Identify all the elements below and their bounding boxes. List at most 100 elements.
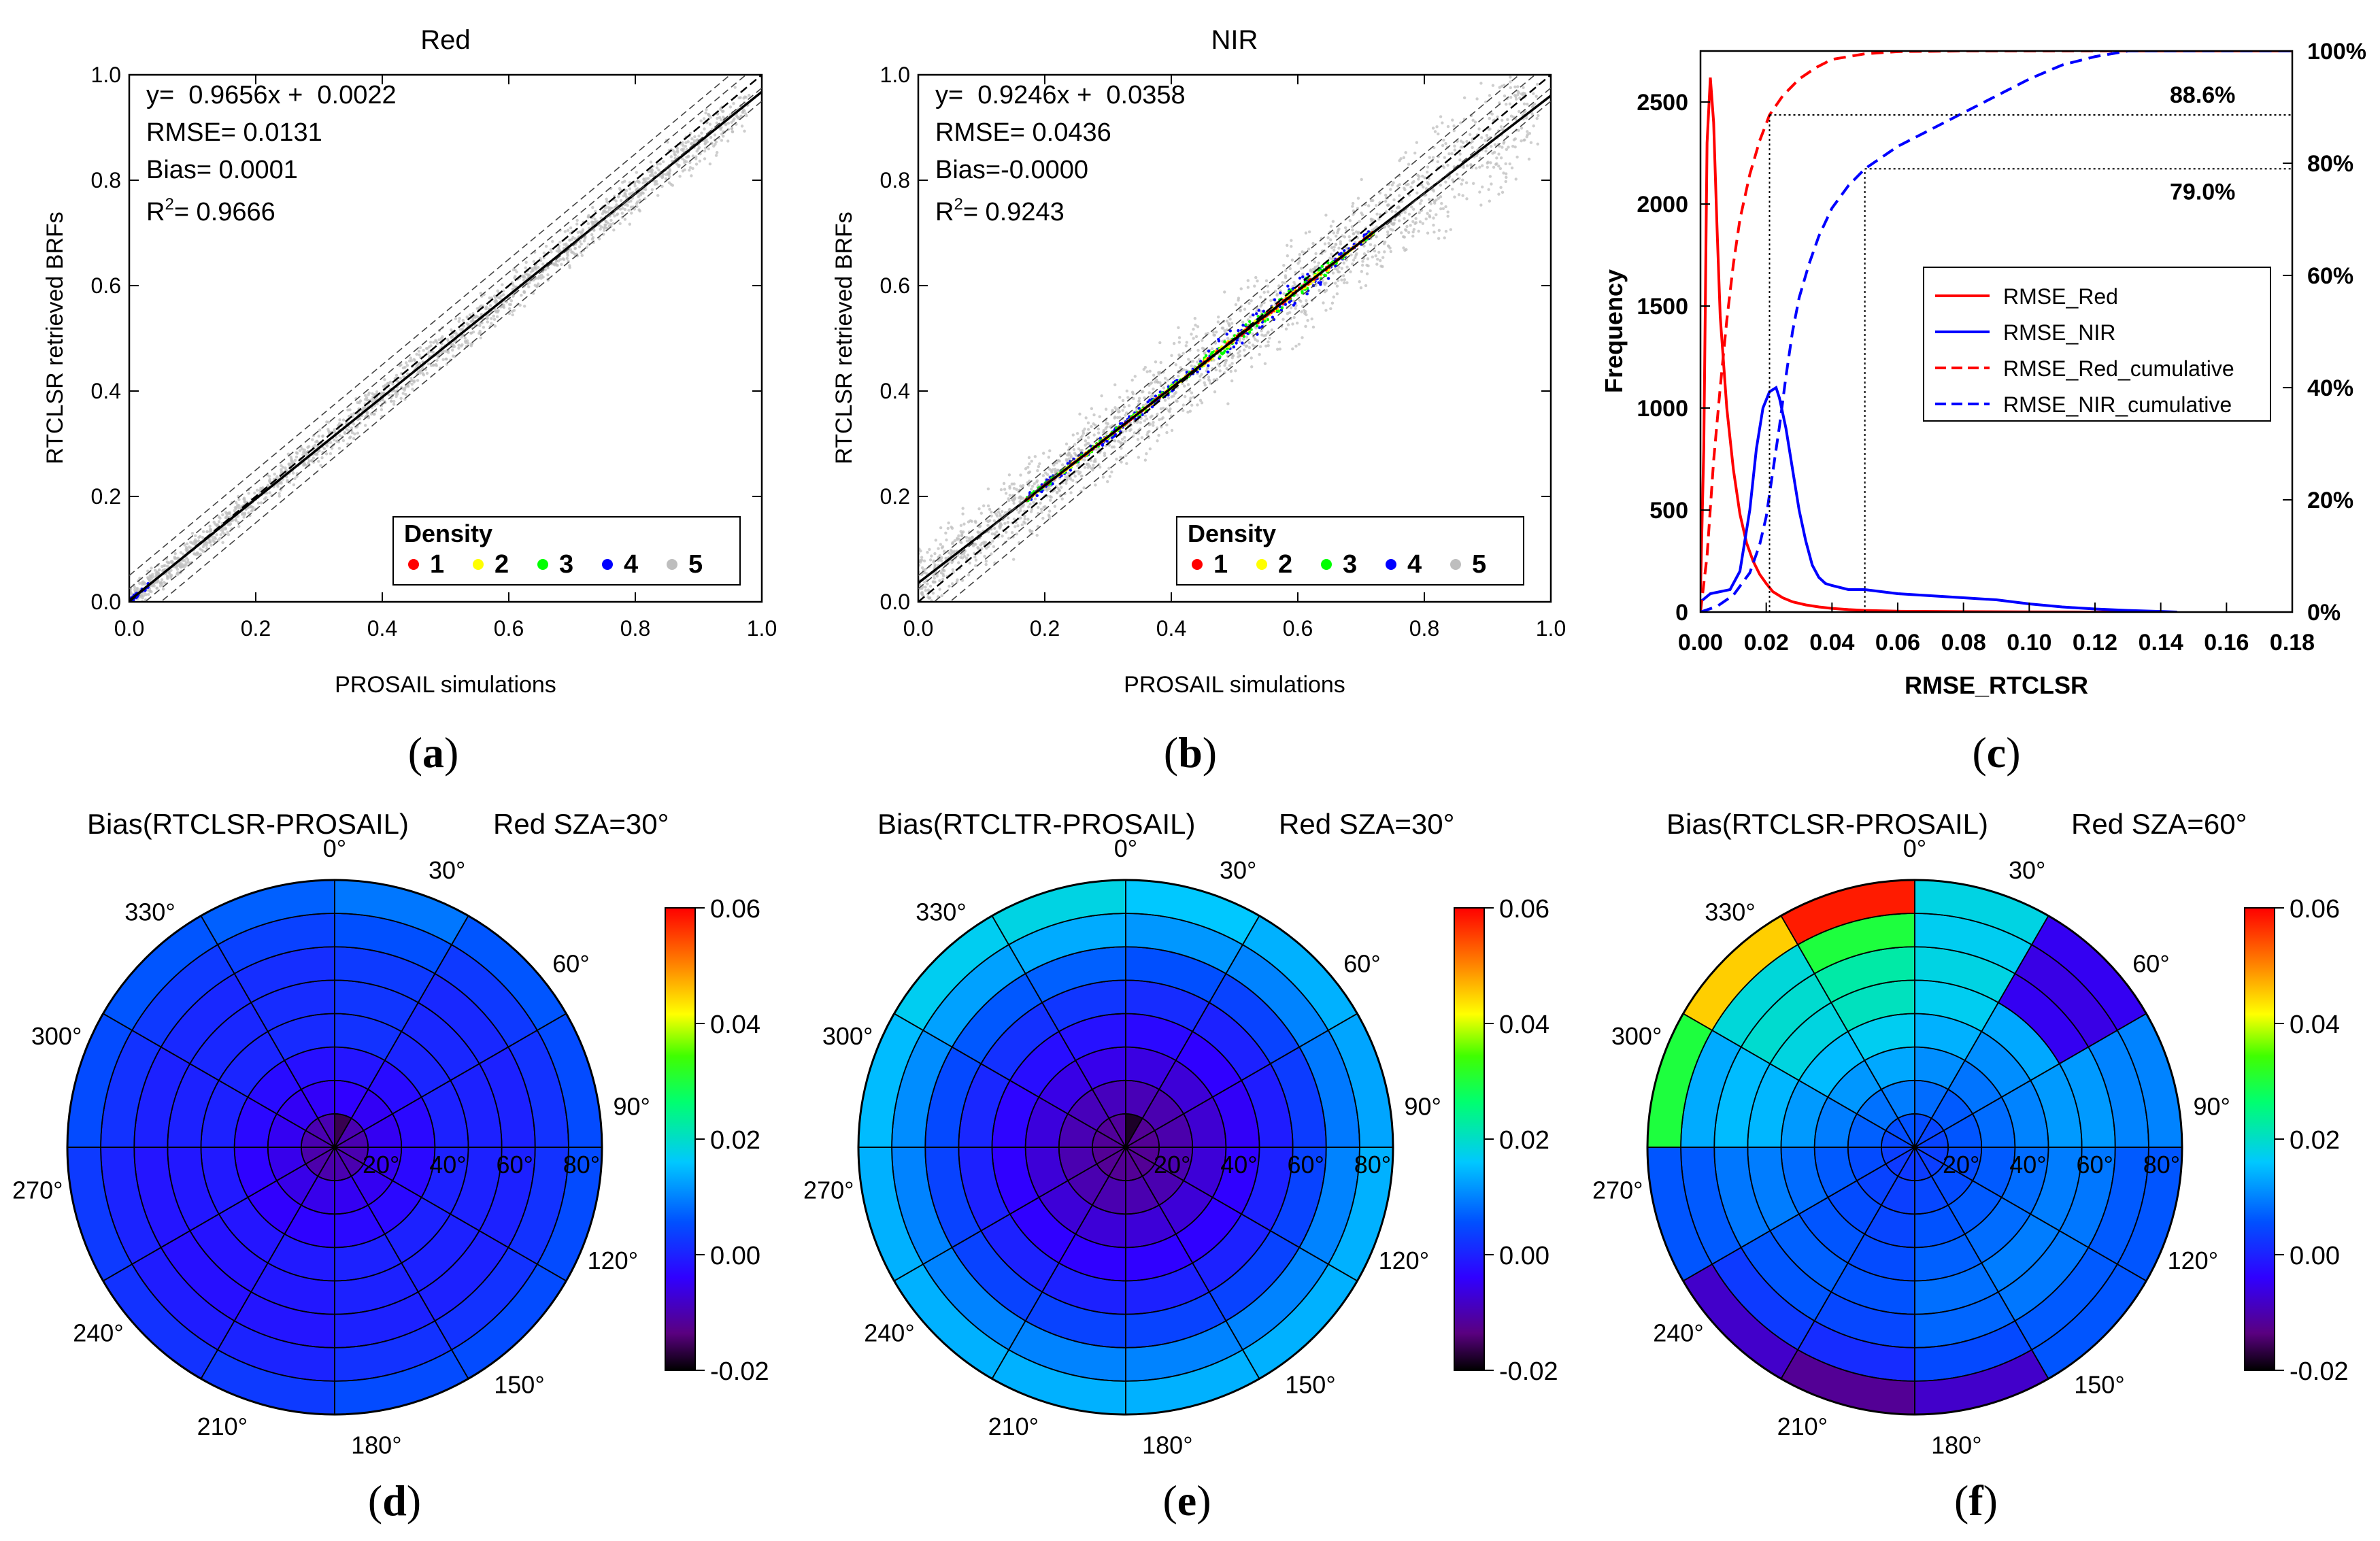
scatter-point [1358, 280, 1361, 284]
angle-label: 210° [988, 1412, 1039, 1440]
scatter-point [167, 570, 171, 574]
scatter-point [933, 564, 937, 569]
scatter-point [1247, 301, 1251, 305]
scatter-point [590, 233, 594, 237]
scatter-point [1256, 339, 1259, 343]
tolerance-line [129, 75, 747, 590]
tolerance-line [918, 75, 1536, 590]
radius-label: 60° [1288, 1151, 1324, 1179]
scatter-point [741, 110, 745, 114]
scatter-point [1177, 341, 1181, 344]
scatter-point [694, 157, 698, 160]
scatter-point [1458, 152, 1462, 156]
polar-spoke [991, 1147, 1126, 1379]
scatter-point [920, 608, 923, 611]
scatter-point [1389, 250, 1393, 254]
scatter-point [1113, 439, 1117, 443]
scatter-point [703, 127, 706, 131]
scatter-point [237, 524, 241, 528]
scatter-panel-nir: NIR 0.0 0.2 0.4 0.6 0.8 1.00.00.20.40.60.81.0… [831, 25, 1566, 777]
scatter-point [219, 533, 222, 537]
scatter-point [1512, 138, 1516, 141]
scatter-point [1121, 409, 1124, 412]
scatter-point [1471, 118, 1475, 122]
scatter-point [691, 154, 695, 158]
scatter-point [1441, 143, 1445, 148]
scatter-point [1020, 523, 1024, 526]
scatter-point [1192, 337, 1195, 340]
scatter-point [739, 96, 742, 99]
scatter-point [479, 291, 482, 295]
scatter-point [524, 266, 527, 270]
scatter-point [461, 318, 465, 322]
scatter-point [1207, 377, 1211, 382]
polar-spoke [334, 1013, 567, 1148]
scatter-point [1018, 500, 1022, 503]
scatter-point [169, 569, 173, 572]
scatter-point [537, 277, 540, 280]
scatter-point [352, 411, 356, 416]
scatter-point [543, 268, 547, 271]
scatter-point [1468, 133, 1472, 137]
scatter-point [1300, 310, 1303, 314]
scatter-point [1028, 530, 1032, 533]
scatter-point [1149, 382, 1152, 386]
scatter-point [278, 492, 281, 495]
scatter-point [146, 569, 150, 573]
scatter-point [1137, 399, 1141, 403]
scatter-point [198, 547, 202, 551]
scatter-point [473, 316, 477, 320]
scatter-point [1307, 248, 1311, 251]
scatter-point [1003, 488, 1007, 491]
scatter-point [1101, 475, 1105, 479]
scatter-point [1384, 199, 1388, 203]
scatter-point [925, 603, 928, 605]
scatter-point [251, 509, 254, 512]
scatter-point [1513, 85, 1517, 88]
scatter-point [1340, 267, 1344, 270]
y-tick-label: 1.0 [880, 63, 910, 87]
x-tick-label: 0.2 [241, 616, 271, 641]
scatter-point [656, 194, 660, 197]
scatter-point [550, 250, 553, 254]
scatter-point [233, 506, 237, 509]
scatter-point [1450, 152, 1454, 156]
scatter-point [1378, 258, 1382, 263]
scatter-point [1237, 299, 1240, 302]
scatter-point [209, 529, 213, 533]
scatter-point [1440, 201, 1443, 205]
y2-tick-label: 20% [2307, 488, 2353, 513]
scatter-point [1223, 290, 1226, 294]
scatter-point [681, 141, 684, 144]
scatter-point [1291, 322, 1294, 326]
scatter-point [1184, 394, 1187, 399]
scatter-point [1017, 511, 1021, 514]
scatter-point-dense [1320, 265, 1324, 268]
y2-tick-label: 100% [2307, 39, 2366, 65]
x-tick-label: 0.4 [367, 616, 397, 641]
scatter-point [1350, 253, 1353, 256]
scatter-point [944, 531, 948, 535]
scatter-point [681, 143, 685, 147]
scatter-point [730, 127, 733, 131]
scatter-point [1239, 287, 1243, 290]
scatter-point [1323, 290, 1327, 294]
scatter-point [1012, 518, 1016, 521]
scatter-point [1226, 402, 1230, 405]
scatter-point [980, 547, 984, 550]
scatter-point [556, 259, 560, 263]
scatter-point [1108, 475, 1111, 478]
scatter-point [212, 539, 216, 543]
scatter-point [941, 569, 945, 572]
scatter-point [983, 554, 986, 558]
scatter-point [1458, 177, 1461, 180]
scatter-point [693, 135, 697, 139]
scatter-point [568, 264, 571, 267]
scatter-point [920, 556, 924, 559]
scatter-point [928, 596, 932, 600]
chart-title-right: Red SZA=30° [493, 808, 669, 840]
scatter-point [1333, 248, 1336, 252]
scatter-point [1343, 235, 1347, 239]
scatter-point [956, 578, 959, 581]
scatter-point [1427, 198, 1431, 201]
